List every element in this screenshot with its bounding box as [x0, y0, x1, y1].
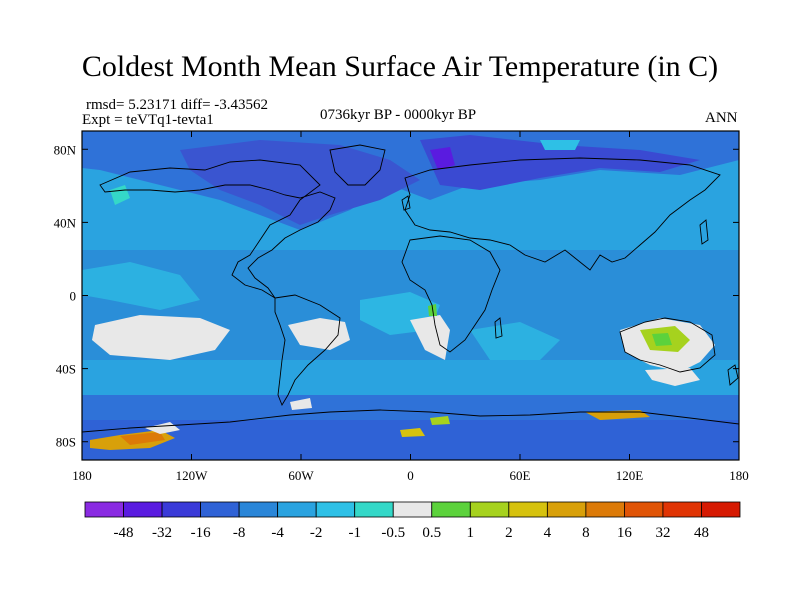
antarctica-coast: [82, 409, 739, 433]
south-america-coast: [274, 294, 341, 407]
temperature-field: [82, 131, 739, 460]
x-tick-label: 0: [407, 468, 414, 483]
x-tick-label: 180: [729, 468, 749, 483]
colorbar: -48 -32 -16 -8 -4 -2 -1 -0.5 0.5 1 2 4 8 16 32 48: [84, 501, 741, 541]
colorbar-swatch: [585, 501, 625, 518]
x-axis: 180 120W 60W 0 60E 120E 180: [72, 131, 749, 483]
colorbar-label: 4: [544, 525, 552, 541]
colorbar-swatch: [662, 501, 702, 518]
japan-coast: [699, 219, 709, 245]
x-tick-label: 120E: [616, 468, 644, 483]
x-tick-label: 60W: [288, 468, 314, 483]
colorbar-swatch: [469, 501, 510, 518]
colorbar-label: -48: [114, 525, 134, 541]
colorbar-label: 0.5: [422, 525, 441, 541]
colorbar-swatch: [277, 501, 317, 518]
colorbar-label: -8: [233, 525, 246, 541]
y-tick-label: 40N: [54, 215, 77, 230]
africa-coast: [401, 235, 501, 353]
colorbar-label: -4: [271, 525, 284, 541]
experiment-label: Expt = teVTq1-tevta1: [82, 112, 214, 128]
x-tick-label: 180: [72, 468, 92, 483]
colorbar-swatch: [546, 501, 587, 518]
colorbar-label: -2: [310, 525, 323, 541]
stats-label: rmsd= 5.23171 diff= -3.43562: [86, 97, 269, 113]
colorbar-label: -16: [191, 525, 211, 541]
colorbar-label: 1: [467, 525, 475, 541]
colorbar-swatch: [701, 501, 741, 518]
uk-coast: [401, 195, 411, 211]
colorbar-label: 32: [655, 525, 670, 541]
x-tick-label: 120W: [176, 468, 209, 483]
colorbar-swatch: [200, 501, 240, 518]
y-tick-label: 0: [70, 289, 77, 304]
madagascar-coast: [494, 317, 503, 339]
chart-title: Coldest Month Mean Surface Air Temperatu…: [81, 50, 719, 83]
greenland-coast: [329, 144, 386, 186]
y-axis: 80N 40N 0 40S 80S: [54, 142, 739, 450]
y-tick-label: 80N: [54, 142, 77, 157]
australia-coast: [619, 317, 716, 373]
colorbar-label: 2: [505, 525, 513, 541]
colorbar-swatch: [161, 501, 201, 518]
colorbar-label: -1: [348, 525, 361, 541]
y-tick-label: 80S: [56, 435, 76, 450]
colorbar-label: 8: [582, 525, 590, 541]
y-tick-label: 40S: [56, 362, 76, 377]
coastlines: [82, 144, 739, 433]
season-label: ANN: [705, 110, 738, 126]
colorbar-swatch: [315, 501, 356, 518]
eurasia-coast: [404, 157, 721, 271]
north-america-coast: [99, 159, 336, 299]
colorbar-label: 48: [694, 525, 709, 541]
colorbar-label: -32: [152, 525, 172, 541]
x-tick-label: 60E: [510, 468, 531, 483]
colorbar-label: 16: [617, 525, 633, 541]
colorbar-swatch: [431, 501, 471, 518]
newzealand-coast: [727, 364, 739, 386]
period-label: 0736kyr BP - 0000kyr BP: [320, 107, 477, 123]
colorbar-swatch: [508, 501, 548, 518]
colorbar-swatch: [238, 501, 279, 518]
colorbar-swatch: [123, 501, 163, 518]
colorbar-swatch: [84, 501, 124, 518]
colorbar-swatch: [624, 501, 664, 518]
colorbar-label: -0.5: [381, 525, 405, 541]
colorbar-swatch: [392, 501, 433, 518]
colorbar-swatch: [354, 501, 394, 518]
